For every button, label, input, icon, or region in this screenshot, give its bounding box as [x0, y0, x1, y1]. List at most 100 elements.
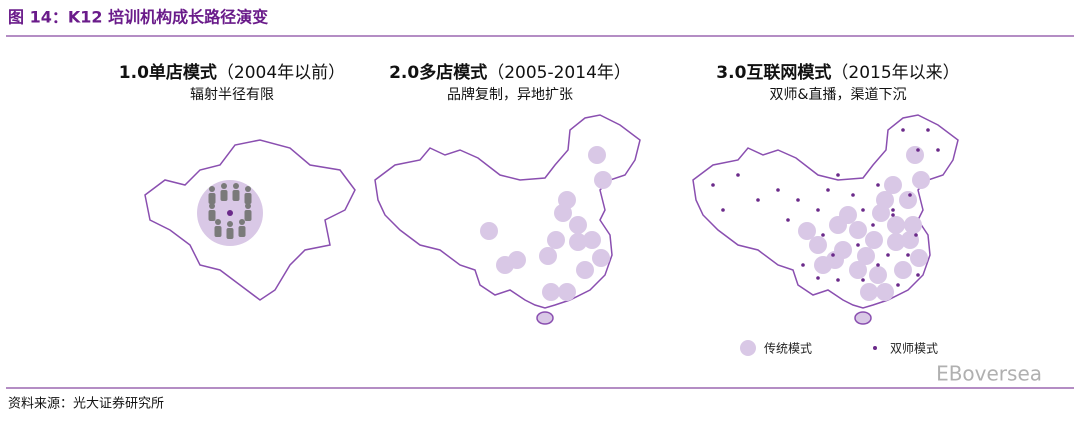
- china-map-multi-store: [374, 114, 641, 325]
- traditional-store: [887, 233, 905, 251]
- traditional-store: [539, 247, 557, 265]
- traditional-store: [814, 256, 832, 274]
- person-head: [245, 186, 251, 192]
- stage-title: 2.0多店模式: [389, 62, 487, 83]
- stage-heading: 3.0互联网模式（2015年以来）: [716, 62, 959, 83]
- dual-teacher-site: [914, 233, 918, 237]
- dual-teacher-site: [908, 193, 912, 197]
- person-body: [208, 210, 216, 221]
- legend-marker-dual-teacher: [873, 346, 877, 350]
- stage-period: （2015年以来）: [831, 63, 959, 83]
- stage-heading: 2.0多店模式（2005-2014年）: [389, 62, 631, 83]
- traditional-store: [592, 249, 610, 267]
- traditional-store: [884, 176, 902, 194]
- person-body: [232, 190, 240, 201]
- dual-teacher-site: [906, 253, 910, 257]
- dual-teacher-site: [901, 128, 905, 132]
- person-head: [245, 203, 251, 209]
- person-body: [220, 190, 228, 201]
- dual-teacher-site: [851, 193, 855, 197]
- traditional-store: [542, 283, 560, 301]
- dual-teacher-site: [876, 183, 880, 187]
- dual-teacher-site: [871, 223, 875, 227]
- watermark: EBoversea: [936, 362, 1042, 386]
- traditional-store: [872, 204, 890, 222]
- dual-teacher-site: [711, 183, 715, 187]
- dual-teacher-site: [861, 208, 865, 212]
- dual-teacher-site: [801, 263, 805, 267]
- traditional-store: [860, 283, 878, 301]
- traditional-store: [496, 256, 514, 274]
- dual-teacher-site: [816, 276, 820, 280]
- traditional-store: [857, 247, 875, 265]
- person-head: [239, 219, 245, 225]
- legend-label: 双师模式: [890, 342, 938, 356]
- traditional-store: [849, 221, 867, 239]
- dual-teacher-site: [916, 148, 920, 152]
- traditional-store: [912, 171, 930, 189]
- dual-teacher-site: [876, 263, 880, 267]
- traditional-store: [480, 222, 498, 240]
- traditional-store: [894, 261, 912, 279]
- dual-teacher-site: [821, 233, 825, 237]
- person-head: [233, 183, 239, 189]
- dual-teacher-site: [896, 283, 900, 287]
- person-head: [209, 203, 215, 209]
- store-dot: [227, 210, 233, 216]
- traditional-store: [887, 216, 905, 234]
- stage-period: （2004年以前）: [217, 63, 345, 83]
- person-head: [215, 219, 221, 225]
- traditional-store: [899, 191, 917, 209]
- legend-label: 传统模式: [764, 341, 812, 356]
- dual-teacher-site: [836, 173, 840, 177]
- traditional-store: [588, 146, 606, 164]
- stage-description: 辐射半径有限: [190, 87, 274, 103]
- traditional-store: [558, 283, 576, 301]
- china-map-internet: [692, 114, 959, 325]
- traditional-store: [904, 216, 922, 234]
- traditional-store: [839, 206, 857, 224]
- dual-teacher-site: [891, 208, 895, 212]
- stage-period: （2005-2014年）: [487, 63, 631, 83]
- dual-teacher-site: [861, 278, 865, 282]
- traditional-store: [809, 236, 827, 254]
- person-body: [208, 193, 216, 204]
- traditional-store: [798, 222, 816, 240]
- traditional-store: [876, 283, 894, 301]
- dual-teacher-site: [816, 208, 820, 212]
- stage-title: 3.0互联网模式: [716, 62, 831, 83]
- stage-heading: 1.0单店模式（2004年以前）: [119, 62, 345, 83]
- stage-description: 品牌复制，异地扩张: [447, 86, 573, 103]
- person-body: [226, 228, 234, 239]
- dual-teacher-site: [916, 273, 920, 277]
- traditional-store: [906, 146, 924, 164]
- person-head: [221, 183, 227, 189]
- dual-teacher-site: [736, 173, 740, 177]
- dual-teacher-site: [796, 198, 800, 202]
- dual-teacher-site: [891, 213, 895, 217]
- source-note: 资料来源：光大证券研究所: [8, 396, 164, 412]
- china-outline: [692, 114, 959, 309]
- beijing-map: [144, 139, 356, 301]
- dual-teacher-site: [856, 243, 860, 247]
- traditional-store: [849, 261, 867, 279]
- dual-teacher-site: [756, 198, 760, 202]
- traditional-store: [576, 261, 594, 279]
- figure-title: 图 14：K12 培训机构成长路径演变: [8, 8, 268, 27]
- hainan-island: [536, 311, 554, 325]
- traditional-store: [547, 231, 565, 249]
- china-outline: [374, 114, 641, 309]
- traditional-store: [834, 241, 852, 259]
- traditional-store: [869, 266, 887, 284]
- legend-marker-traditional: [740, 340, 756, 356]
- dual-teacher-site: [721, 208, 725, 212]
- person-head: [209, 186, 215, 192]
- traditional-store: [594, 171, 612, 189]
- dual-teacher-site: [926, 128, 930, 132]
- dual-teacher-site: [776, 188, 780, 192]
- traditional-store: [865, 231, 883, 249]
- traditional-store: [910, 249, 928, 267]
- hainan-island: [854, 311, 872, 325]
- dual-teacher-site: [826, 188, 830, 192]
